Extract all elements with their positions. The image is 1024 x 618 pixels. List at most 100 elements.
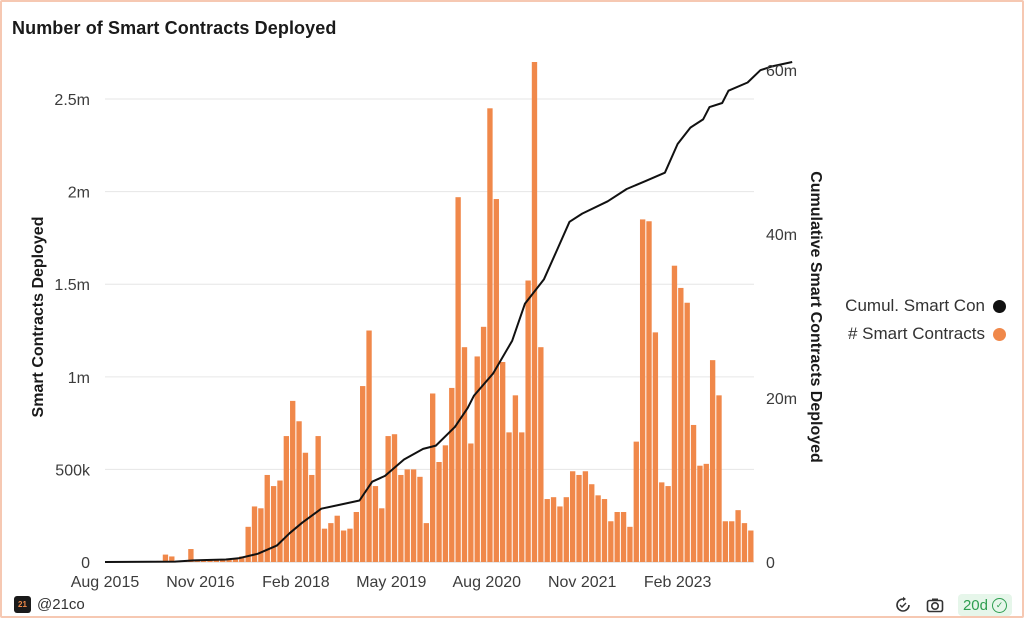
bar: [321, 528, 328, 562]
bar: [251, 506, 258, 562]
legend-item-cumulative[interactable]: Cumul. Smart Con: [826, 292, 1006, 320]
legend-swatch: [993, 327, 1006, 341]
legend-label: # Smart Contracts: [848, 324, 985, 343]
legend-swatch: [993, 299, 1006, 313]
bar: [557, 506, 563, 562]
right-tick-label: 60m: [766, 63, 797, 80]
bar: [461, 347, 468, 562]
bar: [442, 445, 449, 562]
right-axis-title: Cumulative Smart Contracts Deployed: [807, 171, 824, 463]
bar: [576, 474, 582, 562]
cumulative-line: [104, 61, 793, 563]
bar: [512, 395, 519, 562]
x-tick-label: Feb 2018: [262, 574, 330, 591]
bar: [506, 432, 512, 562]
x-tick-label: Aug 2015: [71, 574, 140, 591]
right-tick-label: 20m: [766, 391, 797, 408]
x-tick-label: Nov 2021: [548, 574, 617, 591]
bar: [283, 436, 290, 562]
bar: [194, 560, 200, 562]
bar: [627, 526, 633, 562]
bar-series-smart-contracts: [105, 62, 754, 563]
bar: [678, 287, 684, 562]
bar: [334, 515, 340, 562]
bar: [601, 499, 608, 562]
bar: [589, 484, 595, 562]
bar: [499, 362, 506, 562]
bar: [366, 330, 372, 562]
bar: [436, 462, 442, 562]
x-tick-label: Feb 2023: [644, 574, 712, 591]
bar: [569, 471, 576, 562]
left-tick-label: 500k: [55, 462, 91, 479]
bar: [709, 360, 716, 562]
bar: [169, 556, 175, 562]
bar: [372, 486, 379, 562]
bar: [519, 432, 525, 562]
left-axis-title: Smart Contracts Deployed: [30, 217, 47, 418]
bar: [741, 523, 748, 562]
bar: [665, 486, 671, 562]
bar: [449, 387, 455, 562]
bar: [468, 443, 474, 562]
bar: [245, 526, 251, 562]
bar: [398, 474, 404, 562]
bar: [340, 530, 347, 562]
bar: [258, 508, 264, 562]
freshness-badge[interactable]: 20d ✓: [957, 594, 1012, 616]
bar: [213, 560, 220, 562]
bar: [302, 452, 309, 562]
bar: [735, 510, 741, 562]
bar: [296, 421, 302, 562]
bar: [423, 523, 429, 562]
refresh-icon[interactable]: [894, 596, 912, 614]
x-tick-label: Aug 2020: [453, 574, 522, 591]
bar: [697, 465, 703, 562]
bar: [544, 499, 550, 562]
right-tick-label: 40m: [766, 227, 797, 244]
bar: [633, 441, 639, 562]
bar: [729, 521, 735, 562]
bar: [474, 356, 480, 562]
gridlines: [105, 98, 754, 563]
left-tick-label: 2.5m: [54, 92, 90, 109]
bar: [646, 221, 652, 562]
bar: [270, 486, 277, 562]
bar: [391, 434, 398, 562]
line-series-cumulative: [104, 61, 793, 563]
bar: [531, 62, 538, 562]
bar: [290, 400, 296, 562]
left-tick-label: 2m: [68, 185, 90, 202]
bar: [716, 395, 722, 562]
chart-title: Number of Smart Contracts Deployed: [12, 18, 337, 38]
bar: [200, 560, 207, 562]
bar: [207, 560, 213, 562]
bar: [417, 476, 423, 562]
21co-logo-icon: 21: [14, 596, 31, 613]
x-axis-ticks: Aug 2015 Nov 2016 Feb 2018 May 2019 Aug 2020…: [71, 574, 712, 591]
bar: [525, 280, 531, 562]
footer-brand: 21 @21co: [14, 596, 85, 613]
bar: [684, 302, 690, 562]
bar: [226, 559, 232, 562]
left-tick-label: 0: [81, 555, 90, 572]
bar: [315, 436, 321, 562]
bar: [659, 482, 665, 562]
legend-item-smart-contracts[interactable]: # Smart Contracts: [826, 320, 1006, 348]
bar: [404, 469, 410, 562]
bar: [487, 108, 493, 562]
legend-label: Cumul. Smart Con: [845, 296, 985, 315]
bar: [608, 521, 614, 562]
author-handle[interactable]: @21co: [37, 596, 85, 613]
camera-icon[interactable]: [926, 596, 944, 614]
bar: [722, 521, 729, 562]
bar: [582, 471, 589, 562]
bar: [309, 474, 315, 562]
bar: [703, 463, 709, 562]
bar: [455, 197, 461, 562]
bar: [360, 386, 366, 562]
bar: [480, 326, 487, 562]
bar: [162, 554, 169, 562]
bar: [595, 495, 601, 562]
bar: [748, 530, 754, 562]
